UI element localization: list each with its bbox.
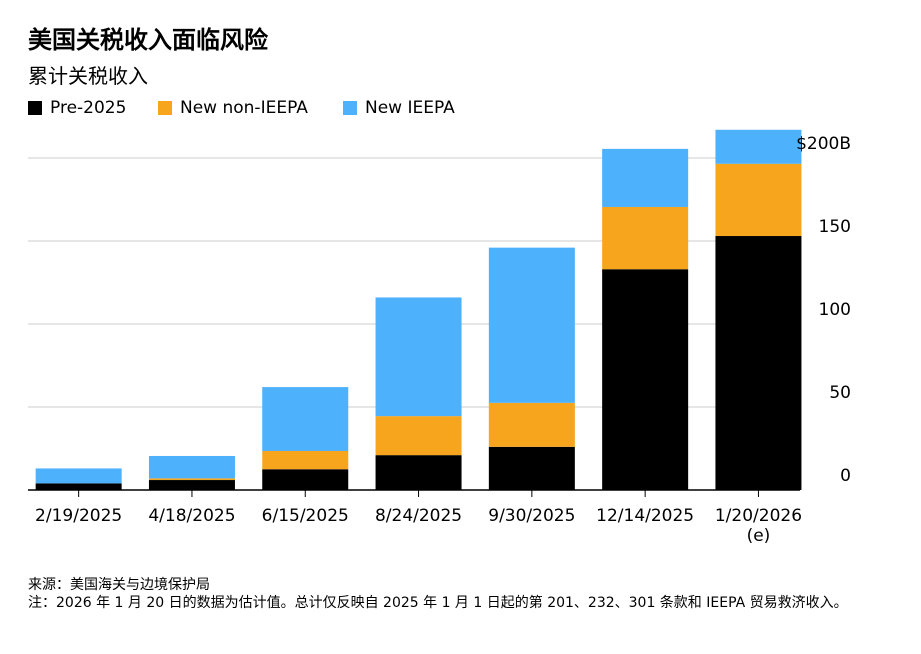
bar-segment (148, 478, 235, 481)
bar-segment (375, 416, 462, 456)
legend-label: New non-IEEPA (180, 98, 308, 118)
bar-segment (262, 450, 349, 470)
bar-segment (602, 269, 689, 490)
x-tick-label: 12/14/2025 (596, 506, 695, 526)
bar-segment (602, 148, 689, 207)
x-tick-label: 8/24/2025 (374, 506, 463, 526)
bar-segment (148, 480, 235, 490)
x-tick-label: 4/18/2025 (148, 506, 236, 526)
x-tick-label: 6/15/2025 (261, 506, 349, 526)
note: 注：2026 年 1 月 20 日的数据为估计值。总计仅反映自 2025 年 1… (28, 595, 848, 611)
x-tick-label: 1/20/2026 (e) (714, 506, 803, 546)
bar-segment (602, 206, 689, 270)
legend-label: New IEEPA (365, 98, 455, 118)
bar-segment (375, 455, 462, 490)
legend-swatch (343, 101, 357, 115)
bar-segment (488, 446, 575, 490)
y-tick-label: $200B (796, 134, 851, 154)
legend-swatch (158, 101, 172, 115)
bar-segment (488, 402, 575, 447)
x-tick-label: 9/30/2025 (488, 506, 576, 526)
y-tick-label: 50 (829, 383, 851, 403)
bar-segment (715, 163, 802, 237)
bar-segment (262, 387, 349, 451)
bar-segment (715, 236, 802, 490)
bar-segment (148, 455, 235, 479)
chart-subtitle: 累计关税收入 (28, 64, 148, 88)
legend-swatch (28, 101, 42, 115)
legend-label: Pre-2025 (50, 98, 127, 118)
bar-segment (262, 469, 349, 490)
legend-item: New non-IEEPA (158, 98, 308, 118)
legend-item: Pre-2025 (28, 98, 126, 118)
bar-segment (488, 247, 575, 403)
legend-item: New IEEPA (343, 98, 455, 118)
source: 来源：美国海关与边境保护局 (28, 577, 210, 593)
y-tick-label: 0 (840, 466, 851, 486)
chart-title: 美国关税收入面临风险 (28, 26, 268, 54)
bar-segment (35, 468, 122, 484)
x-tick-label: 2/19/2025 (35, 506, 123, 526)
bar-segment (375, 297, 462, 417)
bar-segment (35, 483, 122, 490)
y-tick-label: 100 (818, 300, 851, 320)
y-tick-label: 150 (818, 217, 851, 237)
bar-segment (715, 129, 802, 164)
